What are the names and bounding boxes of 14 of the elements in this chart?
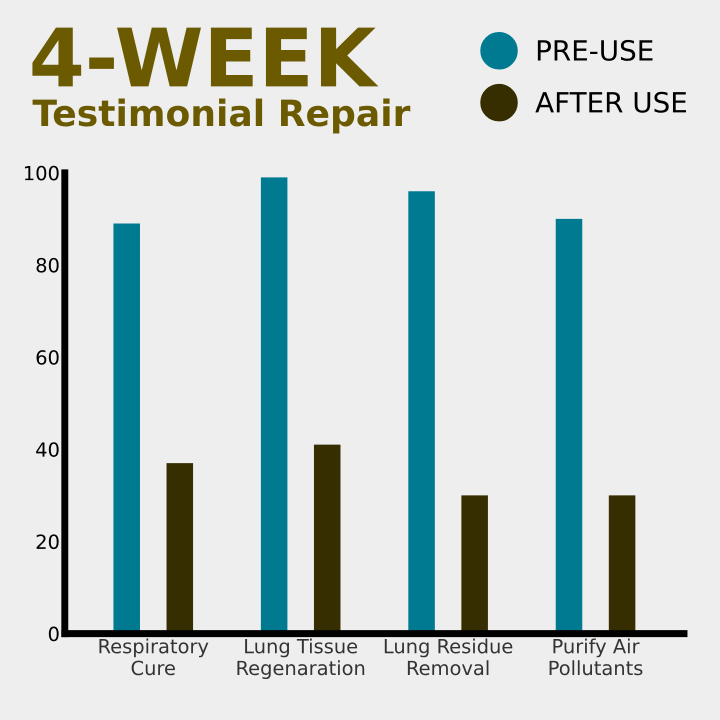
x-tick-label: Lung Residue Removal xyxy=(384,638,512,676)
x-tick-label: Purify Air Pollutants xyxy=(550,638,642,676)
y-tick-label: 20 xyxy=(36,534,59,550)
chart-title: 4-WEEK xyxy=(32,28,378,86)
y-tick-label: 80 xyxy=(36,258,59,273)
y-tick-label: 40 xyxy=(36,442,59,457)
x-tick-label: Lung Tissue Regenaration xyxy=(237,638,364,680)
y-tick-label: 60 xyxy=(36,350,59,365)
x-tick-label: Respiratory Cure xyxy=(99,638,208,676)
chart-subtitle: Testimonial Repair xyxy=(32,98,410,134)
legend-label: PRE-USE xyxy=(538,40,653,61)
legend-label: AFTER USE xyxy=(535,92,686,113)
y-tick-label: 100 xyxy=(24,166,59,180)
y-tick-label: 0 xyxy=(48,626,59,642)
